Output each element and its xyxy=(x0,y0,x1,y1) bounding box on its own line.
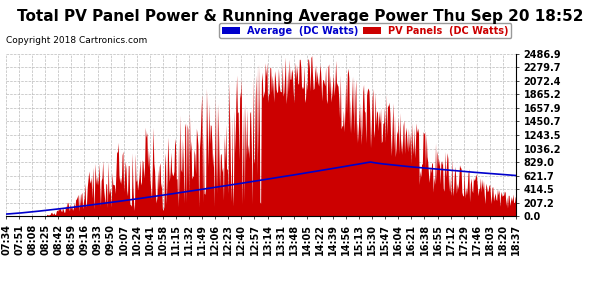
Text: Total PV Panel Power & Running Average Power Thu Sep 20 18:52: Total PV Panel Power & Running Average P… xyxy=(17,9,583,24)
Legend: Average  (DC Watts), PV Panels  (DC Watts): Average (DC Watts), PV Panels (DC Watts) xyxy=(219,23,511,38)
Text: Copyright 2018 Cartronics.com: Copyright 2018 Cartronics.com xyxy=(6,36,147,45)
